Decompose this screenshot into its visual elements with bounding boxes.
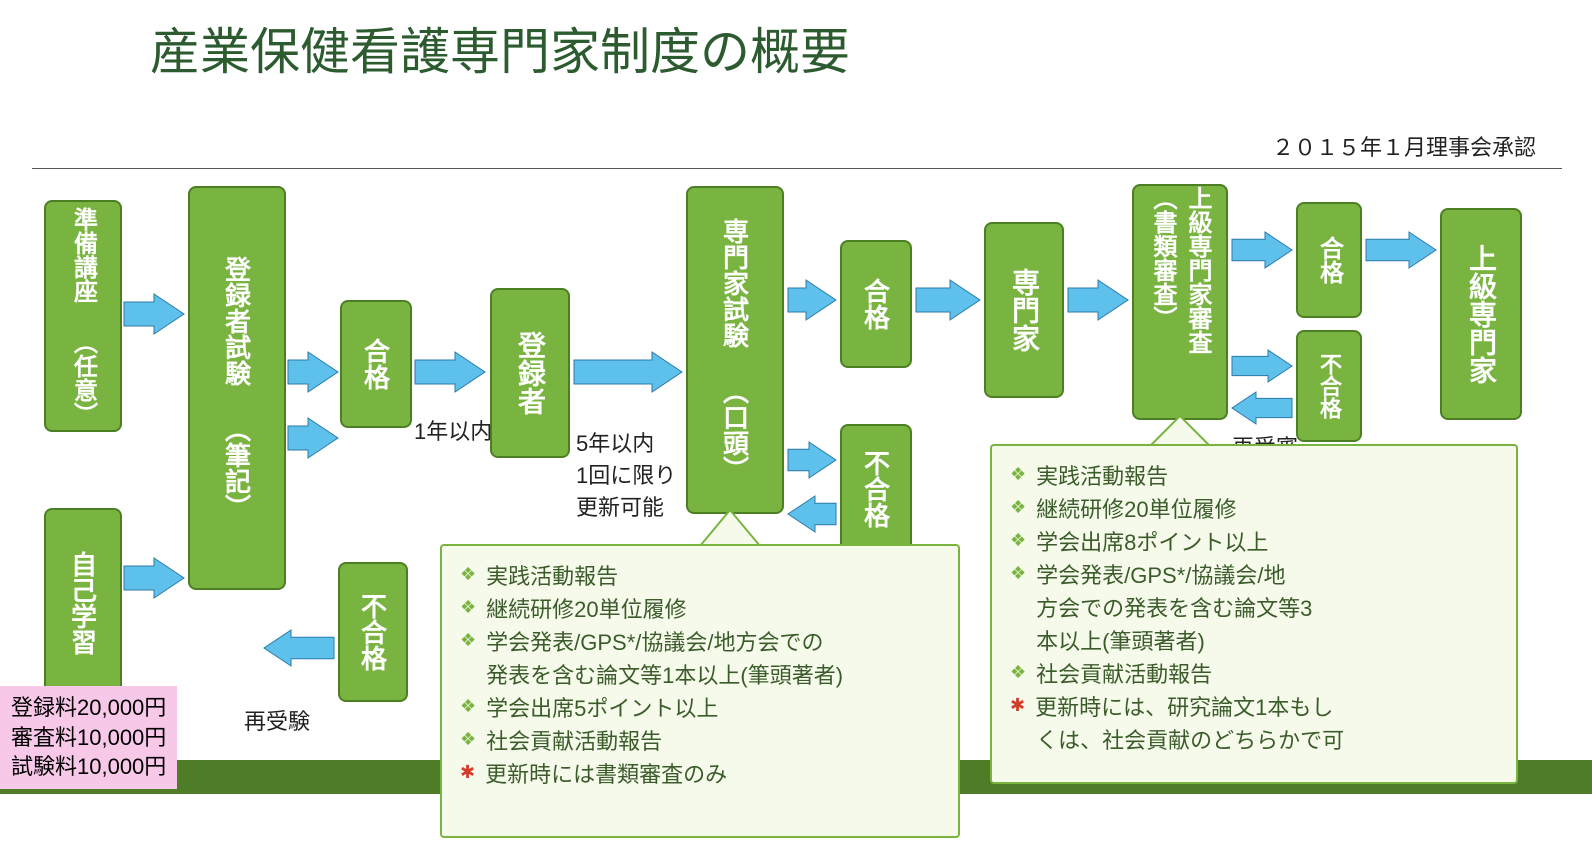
node-fail1: 不合格: [338, 562, 408, 702]
callout-text: 継続研修20単位履修: [486, 593, 686, 626]
callout-item: ✱ 更新時には書類審査のみ: [460, 758, 940, 791]
bullet-icon: ❖: [460, 560, 476, 593]
fee-line: 試験料10,000円: [11, 752, 166, 782]
flow-arrow: [1068, 280, 1128, 320]
flow-arrow: [264, 630, 334, 666]
node-pass3: 合格: [1296, 202, 1362, 318]
callout-item: ❖方会での発表を含む論文等3: [1010, 592, 1498, 625]
bullet-icon: ✱: [460, 758, 475, 791]
callout-item: ✱ 更新時には、研究論文1本もし: [1010, 691, 1498, 724]
flow-arrow: [415, 352, 485, 392]
callout-text: 学会発表/GPS*/協議会/地方会での: [486, 626, 823, 659]
bullet-icon: ❖: [460, 593, 476, 626]
node-registrant: 登録者: [490, 288, 570, 458]
callout-item: ❖ 実践活動報告: [460, 560, 940, 593]
bullet-icon: ❖: [1010, 658, 1026, 691]
node-prep: 準備講座 （任意）: [44, 200, 122, 432]
callout-text: 継続研修20単位履修: [1036, 493, 1236, 526]
divider: [32, 168, 1562, 169]
flow-arrow: [788, 496, 836, 532]
callout-item: ❖ 社会貢献活動報告: [1010, 658, 1498, 691]
callout-item: ❖ 継続研修20単位履修: [460, 593, 940, 626]
callout-item: ❖ 継続研修20単位履修: [1010, 493, 1498, 526]
flow-arrow: [288, 352, 338, 392]
label: 更新可能: [576, 490, 664, 522]
fee-line: 登録料20,000円: [11, 693, 166, 723]
callout-item: ❖ 学会出席5ポイント以上: [460, 692, 940, 725]
callout-item: ❖ 社会貢献活動報告: [460, 725, 940, 758]
callout-pointer: [1150, 416, 1210, 446]
label: 再受験: [244, 704, 310, 736]
callout-text: くは、社会貢献のどちらかで可: [1036, 724, 1344, 757]
callout-oral-exam: ❖実践活動報告❖継続研修20単位履修❖学会発表/GPS*/協議会/地方会での❖発…: [440, 544, 960, 838]
callout-item: ❖発表を含む論文等1本以上(筆頭著者): [460, 659, 940, 692]
callout-text: 発表を含む論文等1本以上(筆頭著者): [486, 659, 843, 692]
flow-arrow: [1232, 392, 1292, 424]
callout-text: 社会貢献活動報告: [486, 725, 662, 758]
callout-text: 実践活動報告: [486, 560, 618, 593]
callout-text: 社会貢献活動報告: [1036, 658, 1212, 691]
fee-box: 登録料20,000円審査料10,000円試験料10,000円: [0, 686, 177, 789]
flow-arrow: [788, 280, 836, 320]
node-pass2: 合格: [840, 240, 912, 368]
flow-arrow: [288, 418, 338, 458]
callout-text: 更新時には、研究論文1本もし: [1035, 691, 1333, 724]
callout-text: 更新時には書類審査のみ: [485, 758, 727, 791]
node-regexam: 登録者試験 （筆記）: [188, 186, 286, 590]
node-advreview: 上級専門家審査 （書類審査）: [1132, 184, 1228, 420]
flow-arrow: [574, 352, 682, 392]
node-expertexam: 専門家試験 （口頭）: [686, 186, 784, 514]
label: 1回に限り: [576, 458, 676, 490]
callout-pointer: [700, 510, 760, 546]
bullet-icon: ❖: [1010, 526, 1026, 559]
bullet-icon: ❖: [460, 626, 476, 659]
bullet-icon: ❖: [1010, 493, 1026, 526]
flow-arrow: [1232, 232, 1292, 268]
callout-item: ❖ 学会出席8ポイント以上: [1010, 526, 1498, 559]
label: 5年以内: [576, 426, 654, 458]
bullet-icon: ❖: [1010, 460, 1026, 493]
fee-line: 審査料10,000円: [11, 723, 166, 753]
callout-advanced-review: ❖ 実践活動報告 ❖ 継続研修20単位履修 ❖ 学会出席8ポイント以上 ❖ 学会発表/GPS*…: [990, 444, 1518, 784]
bullet-icon: ❖: [1010, 559, 1026, 592]
flow-arrow: [124, 558, 184, 598]
flow-arrow: [1232, 350, 1292, 382]
callout-text: 学会出席8ポイント以上: [1036, 526, 1268, 559]
flow-arrow: [788, 442, 836, 478]
bullet-icon: ❖: [460, 725, 476, 758]
flow-arrow: [124, 294, 184, 334]
node-self: 自己学習: [44, 508, 122, 698]
callout-item: ❖ 学会発表/GPS*/協議会/地: [1010, 559, 1498, 592]
callout-text: 本以上(筆頭著者): [1036, 625, 1205, 658]
node-expert: 専門家: [984, 222, 1064, 398]
callout-text: 学会発表/GPS*/協議会/地: [1036, 559, 1285, 592]
bullet-icon: ✱: [1010, 691, 1025, 724]
bullet-icon: ❖: [460, 692, 476, 725]
page-title: 産業保健看護専門家制度の概要: [150, 12, 850, 84]
node-pass1: 合格: [340, 300, 412, 428]
node-fail3: 不合格: [1296, 330, 1362, 442]
flow-arrow: [916, 280, 980, 320]
label: 1年以内: [414, 414, 492, 446]
callout-item: ❖ 学会発表/GPS*/協議会/地方会での: [460, 626, 940, 659]
callout-item: ❖本以上(筆頭著者): [1010, 625, 1498, 658]
approval-date: ２０１５年１月理事会承認: [1272, 130, 1536, 162]
flow-arrow: [1366, 232, 1436, 268]
callout-text: 方会での発表を含む論文等3: [1036, 592, 1312, 625]
node-fail2: 不合格: [840, 424, 912, 554]
callout-text: 実践活動報告: [1036, 460, 1168, 493]
callout-item: ❖ 実践活動報告: [1010, 460, 1498, 493]
callout-text: 学会出席5ポイント以上: [486, 692, 718, 725]
node-advexpert: 上級専門家: [1440, 208, 1522, 420]
callout-item: ❖くは、社会貢献のどちらかで可: [1010, 724, 1498, 757]
